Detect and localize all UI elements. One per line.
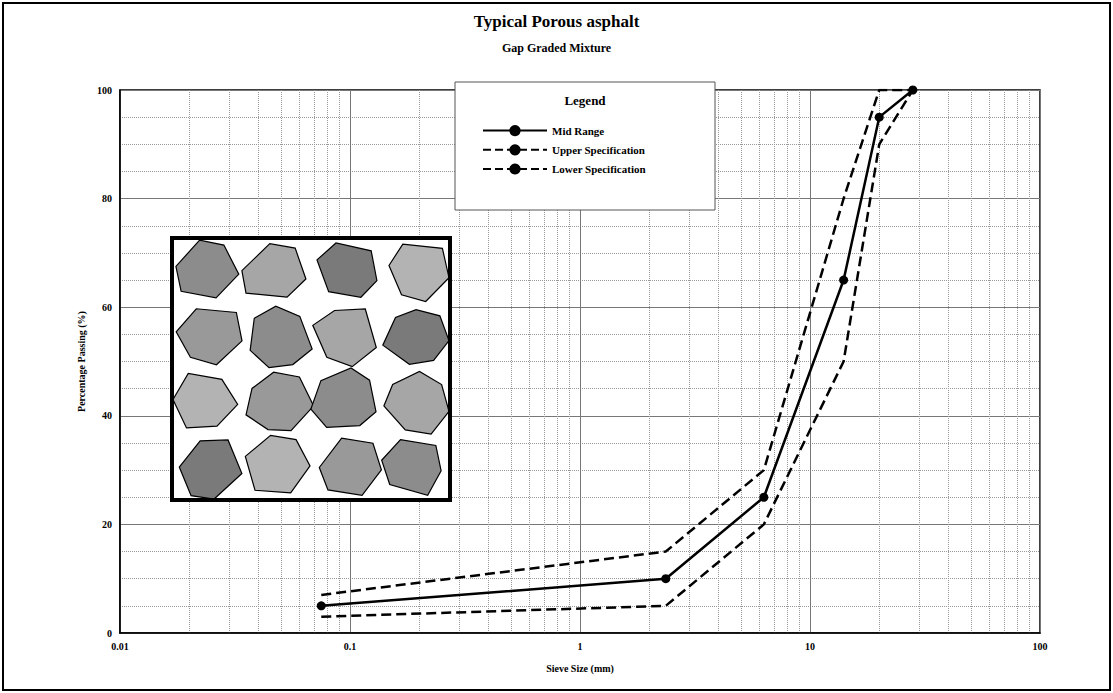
svg-text:0.1: 0.1 [344, 641, 357, 652]
svg-text:Mid Range: Mid Range [552, 125, 604, 137]
svg-text:100: 100 [97, 85, 112, 96]
svg-text:40: 40 [102, 410, 112, 421]
svg-text:Sieve Size (mm): Sieve Size (mm) [546, 663, 614, 675]
svg-text:Legend: Legend [564, 93, 606, 108]
svg-text:1: 1 [578, 641, 583, 652]
svg-text:80: 80 [102, 193, 112, 204]
svg-text:Lower Specification: Lower Specification [552, 163, 646, 175]
svg-text:20: 20 [102, 519, 112, 530]
svg-text:100: 100 [1033, 641, 1048, 652]
svg-text:Gap Graded Mixture: Gap Graded Mixture [502, 41, 612, 55]
svg-text:10: 10 [805, 641, 815, 652]
svg-text:Percentage Passing (%): Percentage Passing (%) [76, 311, 88, 412]
svg-text:Upper Specification: Upper Specification [552, 144, 645, 156]
svg-text:Typical Porous asphalt: Typical Porous asphalt [474, 12, 640, 31]
svg-text:0: 0 [107, 628, 112, 639]
svg-text:60: 60 [102, 302, 112, 313]
svg-text:0.01: 0.01 [111, 641, 129, 652]
